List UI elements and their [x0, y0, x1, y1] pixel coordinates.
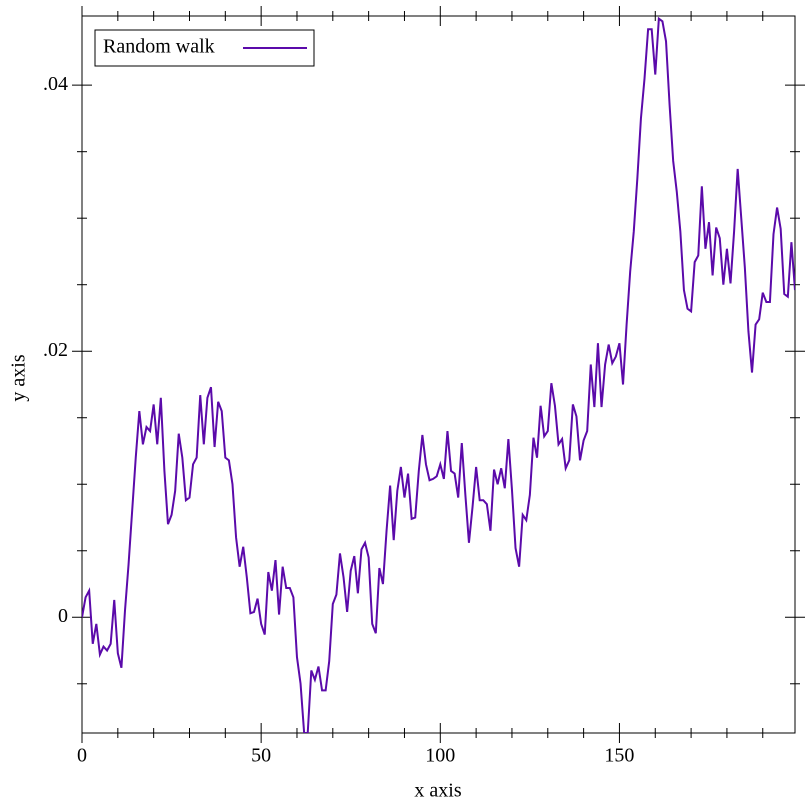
y-tick-label: .04 [43, 73, 68, 95]
series-line [82, 16, 795, 733]
y-tick-label: 0 [58, 605, 68, 627]
y-axis-label: y axis [8, 354, 30, 401]
x-tick-label: 50 [251, 745, 271, 767]
x-axis-label: x axis [414, 780, 461, 802]
y-tick-label: .02 [43, 339, 68, 361]
plot-frame [81, 15, 796, 734]
legend-label: Random walk [103, 36, 215, 58]
x-tick-label: 150 [604, 745, 634, 767]
x-tick-label: 100 [425, 745, 455, 767]
x-tick-label: 0 [77, 745, 87, 767]
